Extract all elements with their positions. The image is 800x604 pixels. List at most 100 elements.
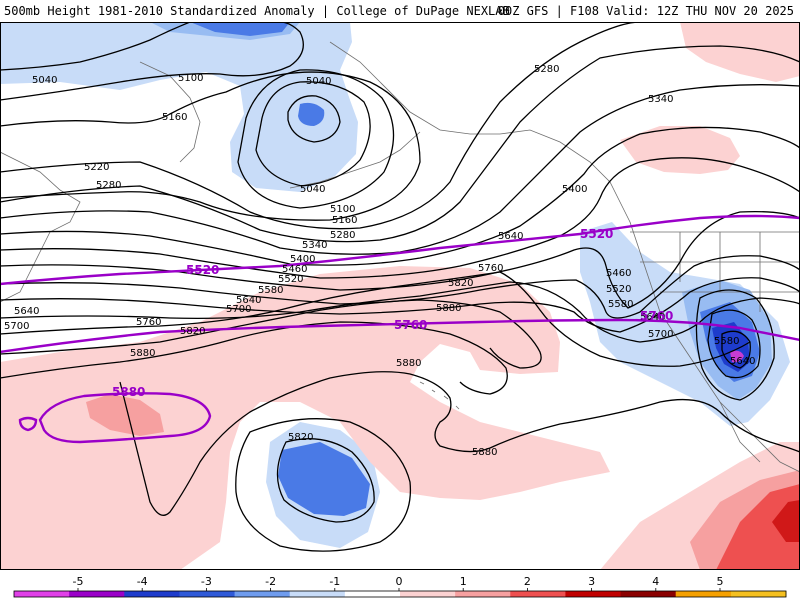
height-contour-5880-lower <box>119 371 800 516</box>
positive-anomaly-mexico-core <box>716 484 800 570</box>
height-contour-5100-bering <box>237 69 395 209</box>
height-label: 5820 <box>180 326 205 337</box>
height-contour-5400 <box>0 126 800 266</box>
thickness-contour-5880-small <box>18 416 38 432</box>
height-label: 5340 <box>648 94 673 105</box>
height-label: 5760 <box>478 263 503 274</box>
height-label: 5640 <box>640 312 665 323</box>
height-contour-west-coast-low-3 <box>721 330 751 369</box>
colorbar-swatch <box>510 591 566 597</box>
height-label: 5280 <box>330 230 355 241</box>
positive-anomaly-mexico-peak <box>772 500 800 542</box>
thickness-contour-5880 <box>38 392 212 444</box>
height-label: 5100 <box>178 73 203 84</box>
height-label: 5280 <box>534 64 559 75</box>
height-label: 5520 <box>606 284 631 295</box>
colorbar-tick-label: 0 <box>396 575 403 588</box>
colorbar-swatch <box>69 591 125 597</box>
negative-anomaly-bering-spot <box>298 102 325 126</box>
thickness-label: 5760 <box>394 318 427 332</box>
colorbar-tick-label: -1 <box>329 575 340 588</box>
negative-anomaly-shading <box>0 22 790 548</box>
map-canvas: 5040 5100 5160 5040 5220 5280 5040 5100 … <box>0 22 800 570</box>
height-label: 5700 <box>226 304 251 315</box>
height-label: 5880 <box>396 358 421 369</box>
height-label: 5400 <box>290 254 315 265</box>
height-label: 5580 <box>258 285 283 296</box>
height-contour-5760 <box>0 271 751 367</box>
height-label: 5700 <box>4 321 29 332</box>
positive-anomaly-shading <box>0 22 800 570</box>
colorbar-swatch <box>400 591 456 597</box>
positive-anomaly-gulf-of-alaska <box>620 126 740 174</box>
height-label: 5820 <box>448 278 473 289</box>
colorbar-swatch <box>14 591 70 597</box>
thickness-contour-5520 <box>0 214 800 286</box>
height-label: 5400 <box>562 184 587 195</box>
negative-anomaly-north-pacific <box>0 22 358 192</box>
height-label: 5220 <box>84 162 109 173</box>
height-contour-5460 <box>0 157 800 279</box>
colorbar-swatch <box>344 591 401 597</box>
height-contour-5160 <box>0 71 421 221</box>
height-contour-5880-south <box>235 418 412 552</box>
height-label: 5160 <box>162 112 187 123</box>
height-label: 5280 <box>96 180 121 191</box>
height-label: 5820 <box>288 432 313 443</box>
height-contour-labels: 5040 5100 5160 5040 5220 5280 5040 5100 … <box>4 64 755 458</box>
colorbar-swatch <box>675 591 732 597</box>
height-label: 5520 <box>278 274 303 285</box>
height-contour-5820-north <box>0 299 542 369</box>
height-contour-5280 <box>0 45 800 243</box>
height-contour-5520 <box>0 210 800 309</box>
negative-anomaly-central-pacific-inner <box>278 442 370 516</box>
colorbar-tick-label: -4 <box>137 575 148 588</box>
anomaly-colorbar: -5 -4 -3 -2 -1 0 1 2 3 4 5 <box>0 570 800 600</box>
thickness-label: 5880 <box>112 385 145 399</box>
thickness-label: 5640 <box>498 231 523 242</box>
colorbar-tick-label: -2 <box>265 575 276 588</box>
anomaly-map: 5040 5100 5160 5040 5220 5280 5040 5100 … <box>0 22 800 570</box>
negative-anomaly-west-coast-extreme <box>730 350 744 363</box>
header-bar: 500mb Height 1981-2010 Standardized Anom… <box>0 0 800 23</box>
height-contour-5340 <box>0 84 800 255</box>
height-label: 5580 <box>714 336 739 347</box>
height-contour-5700 <box>0 281 800 343</box>
height-contour-5040-low <box>0 22 191 71</box>
product-title: 500mb Height 1981-2010 Standardized Anom… <box>4 4 510 18</box>
thickness-label: 5520 <box>186 263 219 277</box>
height-contour-5640 <box>0 277 800 333</box>
height-contour-5220 <box>0 22 641 230</box>
hawaii-islands <box>419 381 460 410</box>
thickness-label: 5760 <box>640 309 673 323</box>
colorbar-swatch <box>620 591 677 597</box>
colorbar-tick-label: 4 <box>652 575 659 588</box>
height-contour-5880-upper <box>0 321 508 395</box>
height-label: 5040 <box>32 75 57 86</box>
thickness-contour-labels: 5520 5640 5520 5760 5760 5880 <box>112 227 673 399</box>
colorbar-swatch <box>455 591 511 597</box>
height-label: 5880 <box>436 303 461 314</box>
height-label: 5040 <box>306 76 331 87</box>
height-label: 5700 <box>648 329 673 340</box>
colorbar-swatch <box>730 591 787 597</box>
negative-anomaly-siberia-deep <box>190 22 290 36</box>
colorbar-tick-label: 5 <box>717 575 724 588</box>
height-label: 5580 <box>608 299 633 310</box>
height-label: 5160 <box>332 215 357 226</box>
us-west-coastline <box>629 221 800 473</box>
colorbar-ticks: -5 -4 -3 -2 -1 0 1 2 3 4 5 <box>73 575 724 591</box>
colorbar-tick-label: -3 <box>201 575 212 588</box>
colorbar-swatch <box>289 591 346 597</box>
height-label: 5460 <box>606 268 631 279</box>
colorbar-svg: -5 -4 -3 -2 -1 0 1 2 3 4 5 <box>13 575 787 598</box>
alaska-coastline <box>329 41 631 223</box>
height-contour-5040-bering <box>255 81 371 187</box>
colorbar-swatch <box>124 591 180 597</box>
height-label: 5640 <box>730 356 755 367</box>
height-contour-5820-south-low <box>276 438 375 523</box>
height-label: 5640 <box>14 306 39 317</box>
height-contour-west-coast-low-2 <box>707 309 761 379</box>
height-label: 5880 <box>472 447 497 458</box>
